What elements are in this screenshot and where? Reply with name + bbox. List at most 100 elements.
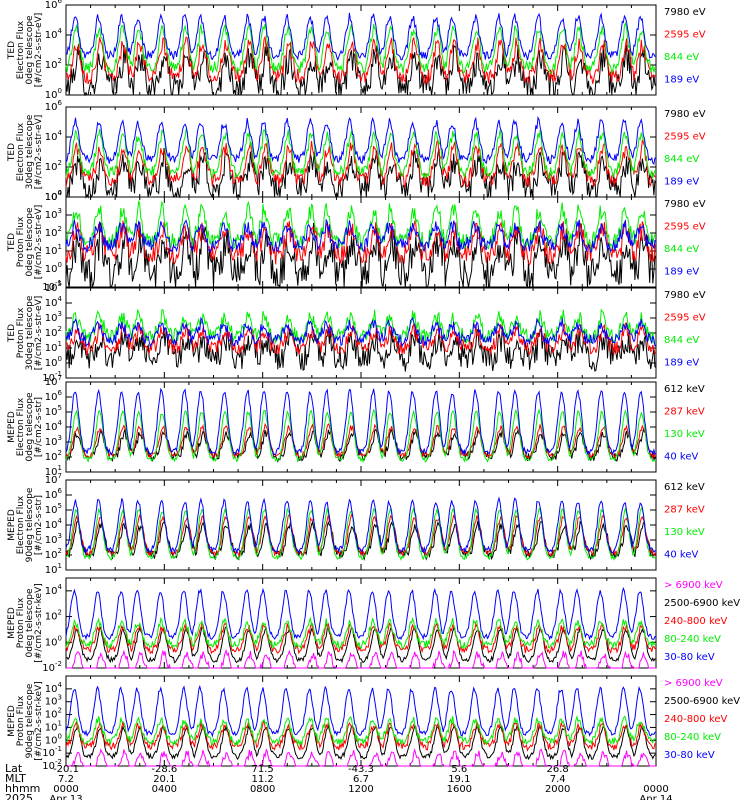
y-axis-label: Electron Flux xyxy=(16,122,26,181)
y-axis-label: 0deg telescope xyxy=(25,15,35,85)
legend-entry: > 6900 keV xyxy=(664,580,723,591)
y-tick-label: 100 xyxy=(45,355,62,369)
legend-entry: 7980 eV xyxy=(664,7,706,18)
legend-entry: 844 eV xyxy=(664,335,699,346)
y-tick-label: 103 xyxy=(45,434,62,448)
y-axis-label: 0deg telescope xyxy=(25,588,35,658)
series-line-green xyxy=(65,200,657,252)
series-line-blue xyxy=(65,115,657,165)
y-axis-label: 30deg telescope xyxy=(25,295,35,370)
legend-entry: 7980 eV xyxy=(664,109,706,120)
y-tick-label: 105 xyxy=(45,404,62,418)
series-line-green xyxy=(65,714,657,747)
y-axis-label: [#/cm2-s-str-keV] xyxy=(34,681,44,760)
legend-entry: 287 keV xyxy=(664,505,705,516)
y-tick-label: 104 xyxy=(45,681,63,695)
y-tick-label: 102 xyxy=(45,707,62,721)
y-tick-label: 102 xyxy=(45,609,62,623)
series-line-red xyxy=(65,219,657,266)
legend-entry: 844 eV xyxy=(664,154,699,165)
legend-entry: 7980 eV xyxy=(664,199,706,210)
y-tick-label: 105 xyxy=(45,280,62,294)
legend-entry: 189 eV xyxy=(664,358,699,369)
y-tick-label: 104 xyxy=(45,295,63,309)
y-axis-label: [#/cm2-s-str-eV] xyxy=(34,115,44,190)
x-row-label-hhmm: hhmm xyxy=(5,782,40,795)
plot-frame xyxy=(65,577,657,669)
x-tick-label-hhmm: 0800 xyxy=(250,784,275,795)
panel-1: 100 102 104 106 TED Electron Flux 0deg telesco… xyxy=(7,0,706,101)
y-tick-label: 103 xyxy=(45,532,62,546)
y-tick-label: 102 xyxy=(45,57,62,71)
y-axis-label: TED xyxy=(7,324,17,343)
y-axis-label: 0deg telescope xyxy=(25,392,35,462)
y-axis-label: [#/cm2-s-str] xyxy=(34,397,44,457)
x-row-label-year: 2025 xyxy=(5,792,33,800)
legend-entry: 130 keV xyxy=(664,429,705,440)
x-tick-label-lat: -43.3 xyxy=(348,764,374,775)
y-tick-label: 100 xyxy=(45,87,62,101)
series-line-green xyxy=(65,308,656,345)
legend-entry: 189 eV xyxy=(664,75,699,86)
legend-entry: 844 eV xyxy=(664,244,699,255)
y-axis-label: Electron Flux xyxy=(16,397,26,456)
y-tick-label: 10-1 xyxy=(42,279,62,293)
x-tick-label-hhmm: 0400 xyxy=(152,784,177,795)
x-tick-label-lat: -20.1 xyxy=(53,764,79,775)
x-tick-label-mlt: 19.1 xyxy=(448,774,470,785)
y-tick-label: 10-1 xyxy=(42,745,62,759)
y-tick-label: 103 xyxy=(45,207,62,221)
y-axis-label: 90deg telescope xyxy=(25,487,35,562)
y-axis-label: 90deg telescope xyxy=(25,683,35,758)
y-tick-label: 104 xyxy=(45,27,63,41)
series-line-blue xyxy=(65,684,657,738)
y-tick-label: 107 xyxy=(45,374,62,388)
series-line-green xyxy=(65,408,656,464)
series-line-magenta xyxy=(66,648,656,670)
y-tick-label: 105 xyxy=(45,502,62,516)
legend-entry: 287 keV xyxy=(664,407,705,418)
y-tick-label: 100 xyxy=(45,261,62,275)
x-row-label-lat: Lat xyxy=(5,762,23,775)
y-axis-label: TED xyxy=(7,41,17,60)
legend-entry: 240-800 keV xyxy=(664,714,728,725)
series-line-red xyxy=(65,422,657,460)
x-tick-label-mlt: 7.2 xyxy=(58,774,74,785)
x-tick-label-lat: 5.6 xyxy=(451,764,467,775)
y-tick-label: 100 xyxy=(45,634,62,648)
y-tick-label: 104 xyxy=(45,517,63,531)
x-tick-label-mlt: 6.7 xyxy=(353,774,369,785)
y-tick-label: 102 xyxy=(45,225,62,239)
y-tick-label: 101 xyxy=(45,243,62,257)
y-tick-label: 104 xyxy=(45,189,63,203)
y-tick-label: 106 xyxy=(45,487,63,501)
legend-entry: 2500-6900 keV xyxy=(664,598,740,609)
series-line-magenta xyxy=(66,747,656,768)
y-axis-label: Electron Flux xyxy=(16,20,26,79)
panel-2: 100 102 104 106 TED Electron Flux 30deg telesc… xyxy=(7,99,706,203)
x-tick-label-hhmm: 0000 xyxy=(53,784,78,795)
series-line-blue xyxy=(65,218,657,254)
y-axis-label: [#/cm2-s-str-eV] xyxy=(34,296,44,371)
x-tick-label-date: Apr 13 xyxy=(49,794,82,800)
y-tick-label: 106 xyxy=(45,99,63,113)
y-tick-label: 102 xyxy=(45,547,62,561)
series-line-black xyxy=(65,222,657,289)
series-line-green xyxy=(65,616,657,650)
series-line-black xyxy=(65,427,657,463)
x-tick-label-mlt: 7.4 xyxy=(550,774,566,785)
y-tick-label: 100 xyxy=(45,732,62,746)
y-axis-label: Proton Flux xyxy=(16,597,26,648)
y-tick-label: 102 xyxy=(45,325,62,339)
y-tick-label: 101 xyxy=(45,340,62,354)
legend-entry: 612 keV xyxy=(664,482,705,493)
legend-entry: 2595 eV xyxy=(664,313,706,324)
